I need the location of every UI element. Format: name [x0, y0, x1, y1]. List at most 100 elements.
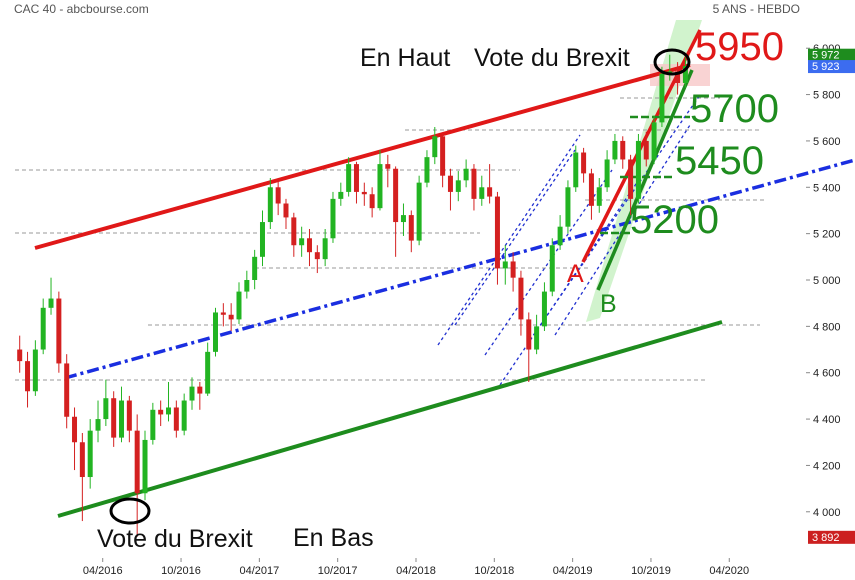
candle-body: [87, 430, 93, 478]
candle-body: [314, 252, 320, 260]
candle-body: [64, 363, 70, 417]
candle-body: [244, 280, 250, 292]
candle-body: [620, 140, 626, 160]
candle-body: [573, 152, 579, 188]
trend-bottom: [57, 320, 723, 518]
candle-body: [557, 226, 563, 246]
x-tick-label: 04/2016: [83, 565, 123, 577]
candle-body: [111, 398, 117, 438]
candle-body: [79, 442, 85, 478]
chart-title: CAC 40 - abcbourse.com: [14, 2, 149, 16]
x-tick-label: 10/2016: [161, 565, 201, 577]
candle-body: [150, 409, 156, 440]
candle-body: [416, 182, 422, 241]
x-tick-label: 04/2020: [709, 565, 749, 577]
candle-body: [166, 407, 172, 415]
levels: [15, 97, 765, 381]
candle-body: [440, 136, 446, 176]
circle: [109, 497, 151, 525]
chart-subtitle: 5 ANS - HEBDO: [713, 2, 800, 16]
candle-body: [385, 164, 391, 169]
candle-body: [596, 187, 602, 206]
candle-body: [32, 349, 38, 392]
candle-body: [275, 187, 281, 204]
y-tick-label: 4 200: [813, 460, 841, 472]
candle-body: [659, 73, 665, 123]
candle-body: [181, 400, 187, 431]
y-tick-label: 4 800: [813, 321, 841, 333]
y-tick-label: 4 000: [813, 507, 841, 519]
candle-body: [361, 191, 367, 195]
candle-body: [612, 140, 618, 160]
candle-body: [306, 238, 312, 253]
candle-body: [189, 386, 195, 401]
candle-body: [588, 173, 594, 206]
candle-body: [643, 140, 649, 160]
candle-body: [252, 256, 258, 280]
trend-mid: [64, 158, 855, 380]
x-tick-label: 04/2019: [553, 565, 593, 577]
candle-body: [56, 298, 62, 364]
price-box: [808, 60, 855, 74]
candle-body: [95, 419, 101, 431]
candle-body: [134, 430, 140, 494]
candle-body: [432, 136, 438, 158]
x-tick-label: 10/2018: [474, 565, 514, 577]
price-label: 3 892: [812, 532, 840, 544]
candle-body: [463, 168, 469, 181]
line-a: [581, 29, 702, 263]
candle-body: [494, 196, 500, 269]
candle-body: [72, 416, 78, 443]
overlay: En Haut Vote du Brexit Vote du Brexit En…: [97, 25, 784, 553]
candle-body: [682, 66, 688, 83]
annotation: 5700: [690, 87, 779, 131]
candle-body: [17, 349, 23, 362]
candle-body: [549, 245, 555, 292]
candle-body: [369, 194, 375, 209]
candle-body: [581, 152, 587, 174]
y-tick-label: 5 000: [813, 275, 841, 287]
candle-body: [541, 291, 547, 327]
candle-body: [455, 180, 461, 192]
candle-body: [408, 215, 414, 241]
candle-body: [510, 261, 516, 278]
candle-body: [142, 439, 148, 494]
y-tick-label: 5 600: [813, 136, 841, 148]
y-tick-label: 5 400: [813, 182, 841, 194]
annotation: 5450: [675, 139, 764, 183]
candle-body: [48, 298, 54, 308]
y-tick-label: 4 600: [813, 368, 841, 380]
candle-body: [565, 187, 571, 227]
price-label: 5 972: [812, 50, 840, 62]
candle-body: [338, 191, 344, 199]
candle-body: [526, 319, 532, 350]
line-b: [596, 69, 694, 291]
candle-body: [651, 122, 657, 160]
candle-body: [675, 71, 681, 83]
candle-body: [197, 386, 203, 394]
candle-body: [236, 291, 242, 320]
candle-body: [479, 187, 485, 199]
candle-body: [259, 222, 265, 257]
candle-body: [471, 168, 477, 199]
candle-body: [393, 168, 399, 223]
annotation: 5200: [630, 198, 719, 242]
candle-body: [228, 314, 234, 320]
candle-body: [604, 159, 610, 188]
annotation: B: [600, 290, 617, 318]
annotation: En Haut: [360, 44, 450, 72]
drawings: [15, 20, 855, 518]
candle-body: [212, 312, 218, 352]
annotation: En Bas: [293, 524, 374, 552]
x-tick-label: 10/2017: [318, 565, 358, 577]
candle-body: [220, 312, 226, 315]
candle-body: [346, 164, 352, 192]
annotation: Vote du Brexit: [97, 525, 253, 553]
price-box: [808, 530, 855, 544]
price-label: 5 923: [812, 61, 840, 73]
candle-body: [205, 351, 211, 394]
candles: [17, 54, 688, 537]
y-tick-label: 5 200: [813, 229, 841, 241]
candle-body: [487, 187, 493, 197]
